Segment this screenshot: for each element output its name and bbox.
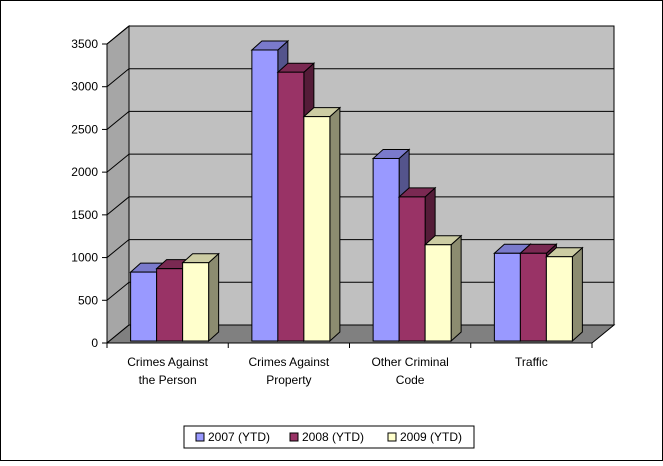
gridline xyxy=(106,110,614,130)
legend-label: 2009 (YTD) xyxy=(400,430,462,444)
y-tick-label: 0 xyxy=(91,336,98,350)
legend-label: 2007 (YTD) xyxy=(208,430,270,444)
y-tick-label: 1000 xyxy=(71,251,98,265)
legend-item: 2007 (YTD) xyxy=(195,430,270,444)
bar xyxy=(181,252,220,343)
y-tick-label: 2500 xyxy=(71,122,98,136)
gridline xyxy=(106,196,614,216)
bar xyxy=(423,234,463,343)
y-tick-label: 2000 xyxy=(71,165,98,179)
legend-swatch xyxy=(195,432,205,442)
gridline xyxy=(106,153,614,173)
plot-side-wall xyxy=(106,24,130,345)
gridline xyxy=(106,25,614,45)
legend-swatch xyxy=(387,432,397,442)
y-tick-label: 500 xyxy=(78,293,98,307)
bar xyxy=(302,106,342,343)
legend-label: 2008 (YTD) xyxy=(302,430,364,444)
legend-item: 2008 (YTD) xyxy=(289,430,364,444)
category-label: Crimes Against Property xyxy=(249,355,330,387)
legend-swatch xyxy=(289,432,299,442)
category-label: Other Criminal Code xyxy=(371,355,448,387)
legend-item: 2009 (YTD) xyxy=(387,430,462,444)
y-tick-label: 3000 xyxy=(71,80,98,94)
bar xyxy=(545,246,584,343)
category-label: Crimes Against the Person xyxy=(127,355,208,387)
category-label: Traffic xyxy=(515,355,548,369)
legend-box xyxy=(183,425,475,449)
gridline xyxy=(106,68,614,88)
y-tick-label: 1500 xyxy=(71,208,98,222)
y-tick-label: 3500 xyxy=(71,37,98,51)
